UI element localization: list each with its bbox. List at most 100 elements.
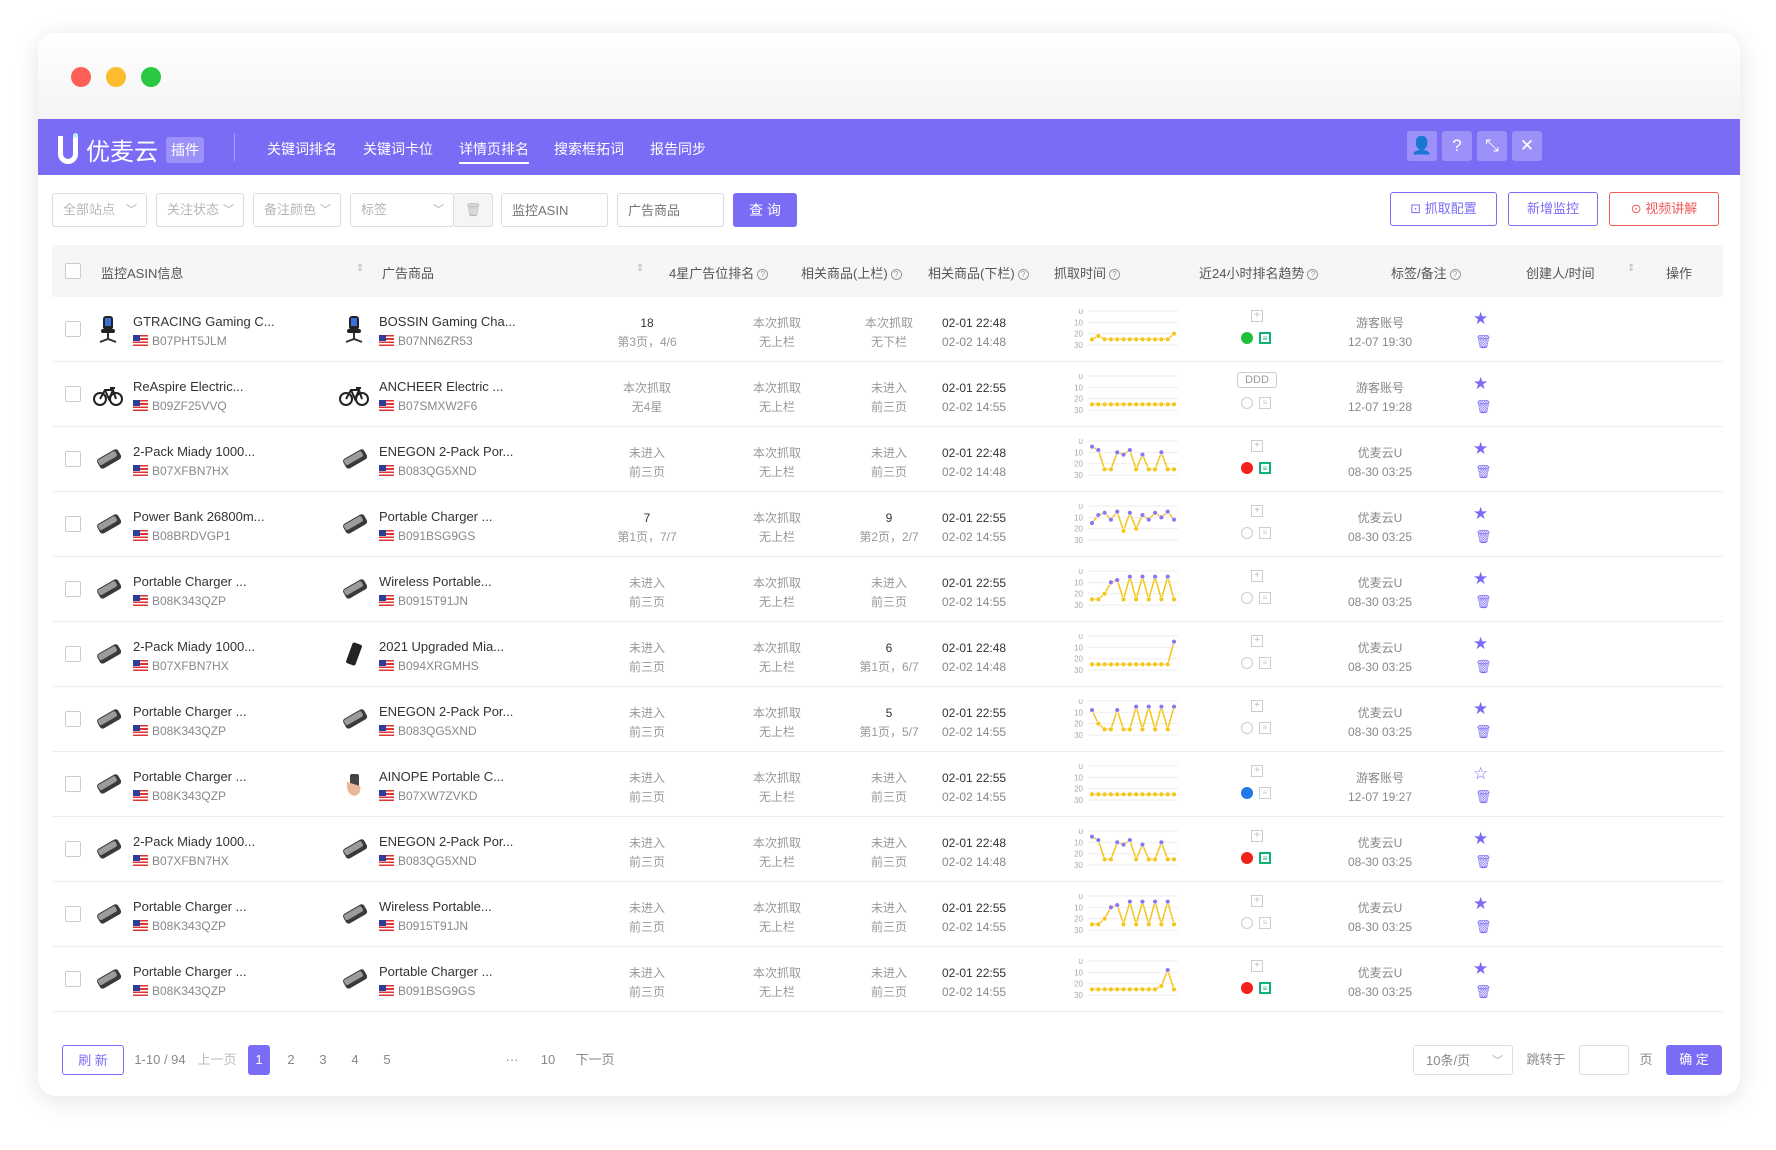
star-filled-icon[interactable]: ★: [1473, 699, 1489, 718]
trend-point[interactable]: [1095, 333, 1102, 339]
trend-point[interactable]: [1146, 466, 1152, 473]
trend-point[interactable]: [1164, 661, 1171, 668]
trend-point[interactable]: [1114, 401, 1120, 408]
ad-product-title[interactable]: BOSSIN Gaming Cha...: [379, 314, 516, 329]
asin-title[interactable]: GTRACING Gaming C...: [133, 314, 275, 329]
minimize-icon[interactable]: ⤡: [1477, 131, 1507, 161]
trend-point[interactable]: [1127, 573, 1133, 580]
asin-title[interactable]: 2-Pack Miady 1000...: [133, 639, 256, 654]
delete-icon[interactable]: 🗑: [1475, 919, 1492, 934]
help-icon[interactable]: ?: [1449, 269, 1461, 280]
asin-code[interactable]: B08K343QZP: [133, 724, 226, 738]
nav-item[interactable]: 关键词排名: [267, 141, 337, 157]
trend-point[interactable]: [1095, 986, 1102, 993]
trend-point[interactable]: [1158, 514, 1165, 521]
trend-point[interactable]: [1171, 596, 1177, 603]
trend-point[interactable]: [1164, 726, 1171, 733]
ad-product-title[interactable]: AINOPE Portable C...: [379, 769, 504, 784]
trend-point[interactable]: [1127, 336, 1133, 343]
ad-product-title[interactable]: ENEGON 2-Pack Por...: [379, 704, 514, 719]
trend-point[interactable]: [1101, 856, 1108, 863]
trend-point[interactable]: [1152, 986, 1158, 993]
trend-point[interactable]: [1133, 596, 1139, 603]
trend-point[interactable]: [1120, 921, 1127, 928]
page-10[interactable]: 10: [540, 1052, 556, 1067]
trend-point[interactable]: [1146, 596, 1152, 603]
trend-point[interactable]: [1127, 510, 1133, 516]
trend-point[interactable]: [1108, 336, 1114, 343]
close-icon[interactable]: ✕: [1512, 131, 1542, 161]
help-icon[interactable]: ?: [757, 269, 769, 280]
ad-product-title[interactable]: ANCHEER Electric ...: [379, 379, 504, 394]
trend-point[interactable]: [1146, 856, 1152, 863]
trend-point[interactable]: [1171, 791, 1177, 798]
trend-point[interactable]: [1101, 466, 1108, 473]
delete-icon[interactable]: 🗑: [1475, 334, 1492, 349]
ad-product-title[interactable]: Portable Charger ...: [379, 964, 493, 979]
trend-point[interactable]: [1120, 336, 1127, 343]
trend-point[interactable]: [1114, 986, 1120, 993]
trend-point[interactable]: [1108, 401, 1114, 408]
trend-point[interactable]: [1089, 986, 1095, 993]
trend-point[interactable]: [1158, 703, 1165, 710]
header-asin[interactable]: 监控ASIN信息: [101, 263, 183, 282]
asin-title[interactable]: Power Bank 26800m...: [133, 509, 265, 524]
star-outline-icon[interactable]: ☆: [1473, 764, 1489, 783]
trend-point[interactable]: [1158, 596, 1165, 603]
trend-point[interactable]: [1120, 841, 1127, 848]
note-icon[interactable]: ≡: [1259, 917, 1271, 929]
trend-point[interactable]: [1133, 336, 1139, 343]
trend-point[interactable]: [1108, 904, 1114, 911]
trend-point[interactable]: [1164, 466, 1171, 473]
trend-point[interactable]: [1127, 447, 1133, 453]
maximize-window-icon[interactable]: [141, 67, 161, 87]
trend-point[interactable]: [1146, 703, 1152, 710]
trend-point[interactable]: [1171, 330, 1177, 337]
trend-point[interactable]: [1164, 967, 1171, 973]
asin-code[interactable]: B07XFBN7HX: [133, 464, 229, 478]
trend-point[interactable]: [1114, 508, 1120, 515]
note-icon[interactable]: ≡: [1259, 592, 1271, 604]
trend-point[interactable]: [1120, 401, 1127, 408]
status-dot-empty[interactable]: [1241, 657, 1253, 669]
jump-page-input[interactable]: [1579, 1045, 1629, 1075]
trend-point[interactable]: [1158, 336, 1165, 343]
trend-point[interactable]: [1095, 447, 1102, 453]
status-dot[interactable]: [1241, 332, 1253, 344]
trend-point[interactable]: [1108, 579, 1114, 586]
pagination-ellipsis[interactable]: ···: [505, 1052, 519, 1067]
trend-point[interactable]: [1101, 915, 1108, 922]
trend-point[interactable]: [1114, 707, 1120, 713]
ad-product-asin[interactable]: B083QG5XND: [379, 854, 477, 868]
trend-point[interactable]: [1127, 791, 1133, 798]
trend-point[interactable]: [1139, 726, 1146, 733]
trend-point[interactable]: [1139, 573, 1146, 580]
prev-page-button[interactable]: 上一页: [197, 1052, 237, 1067]
trend-point[interactable]: [1095, 596, 1102, 603]
ad-product-title[interactable]: Wireless Portable...: [379, 899, 492, 914]
asin-title[interactable]: Portable Charger ...: [133, 899, 247, 914]
asin-code[interactable]: B08K343QZP: [133, 984, 226, 998]
asin-title[interactable]: 2-Pack Miady 1000...: [133, 444, 256, 459]
tag-select[interactable]: 标签 ﹀: [350, 193, 454, 227]
trend-point[interactable]: [1095, 791, 1102, 798]
row-checkbox[interactable]: [65, 321, 81, 337]
trend-point[interactable]: [1139, 336, 1146, 343]
note-color-select[interactable]: 备注颜色 ﹀: [253, 193, 341, 227]
ad-product-title[interactable]: ENEGON 2-Pack Por...: [379, 444, 514, 459]
site-select[interactable]: 全部站点 ﹀: [52, 193, 147, 227]
trend-point[interactable]: [1101, 401, 1108, 408]
help-icon[interactable]: ?: [1109, 269, 1121, 280]
trend-point[interactable]: [1158, 839, 1165, 846]
trend-point[interactable]: [1127, 661, 1133, 668]
nav-item[interactable]: 详情页排名: [459, 139, 529, 164]
trend-point[interactable]: [1152, 726, 1158, 733]
help-icon[interactable]: ?: [1442, 131, 1472, 161]
page-size-select[interactable]: 10条/页 ﹀: [1413, 1045, 1513, 1075]
header-ad[interactable]: 广告商品: [382, 263, 434, 282]
delete-icon[interactable]: 🗑: [1475, 399, 1492, 414]
trend-point[interactable]: [1146, 986, 1152, 993]
star-filled-icon[interactable]: ★: [1473, 309, 1489, 328]
trend-point[interactable]: [1133, 703, 1139, 710]
trend-point[interactable]: [1108, 791, 1114, 798]
